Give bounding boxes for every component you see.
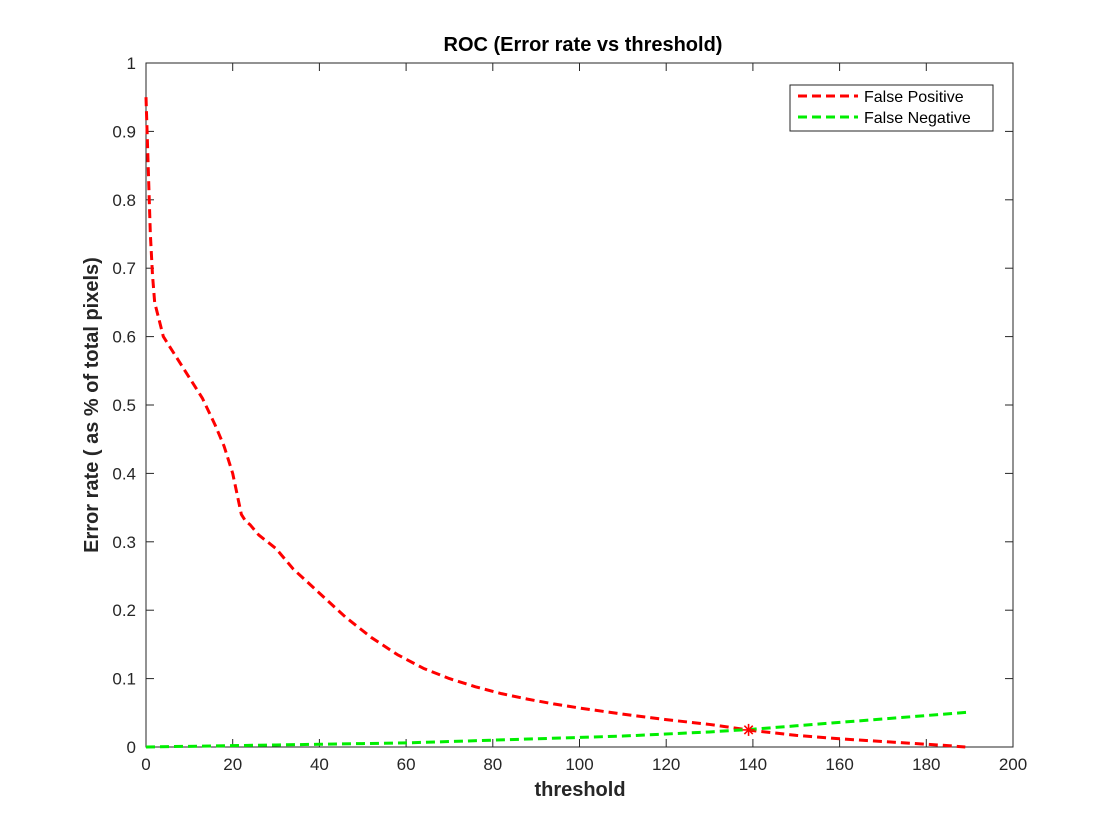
axes-box <box>145 62 1014 748</box>
x-axis-label: threshold <box>534 779 625 801</box>
series-line-false-positive <box>144 97 966 749</box>
y-tick-label: 0.5 <box>112 396 136 415</box>
y-tick-label: 0 <box>127 738 136 757</box>
y-axis-label: Error rate ( as % of total pixels) <box>81 257 103 553</box>
y-tick-label: 0.8 <box>112 191 136 210</box>
x-tick-label: 20 <box>223 755 242 774</box>
legend-box <box>789 84 994 132</box>
marker-layer <box>742 723 755 736</box>
x-tick-label: 80 <box>483 755 502 774</box>
y-tick-label: 0.6 <box>112 328 136 347</box>
legend-label-false-negative: False Negative <box>864 110 971 127</box>
y-tick-label: 0.3 <box>112 533 136 552</box>
x-tick-label: 160 <box>825 755 853 774</box>
legend-label-false-positive: False Positive <box>864 89 964 106</box>
y-axis: 0 0.1 0.2 0.3 0.4 0.5 0.6 0.7 0.8 0.9 1 <box>112 54 1013 757</box>
x-tick-label: 200 <box>999 755 1027 774</box>
x-tick-label: 40 <box>310 755 329 774</box>
chart-title: ROC (Error rate vs threshold) <box>444 34 723 56</box>
y-tick-label: 0.2 <box>112 601 136 620</box>
x-tick-label: 60 <box>397 755 416 774</box>
x-tick-label: 0 <box>141 755 150 774</box>
y-tick-label: 1 <box>127 54 136 73</box>
intersection-marker <box>742 723 755 736</box>
y-tick-label: 0.7 <box>112 259 136 278</box>
x-axis: 0 20 40 60 80 100 120 140 160 180 200 <box>141 63 1027 774</box>
series-line-false-negative <box>145 710 970 749</box>
legend: False Positive False Negative <box>789 84 994 132</box>
y-tick-label: 0.1 <box>112 670 136 689</box>
y-tick-label: 0.9 <box>112 122 136 141</box>
plot-area: 0 20 40 60 80 100 120 140 160 180 200 0 0.1 0.2 0.3 0.… <box>112 54 1027 774</box>
x-tick-label: 140 <box>739 755 767 774</box>
y-tick-label: 0.4 <box>112 464 136 483</box>
x-tick-label: 120 <box>652 755 680 774</box>
x-tick-label: 180 <box>912 755 940 774</box>
series-layer <box>144 97 970 749</box>
marker-stroke <box>743 725 754 735</box>
x-tick-label: 100 <box>565 755 593 774</box>
